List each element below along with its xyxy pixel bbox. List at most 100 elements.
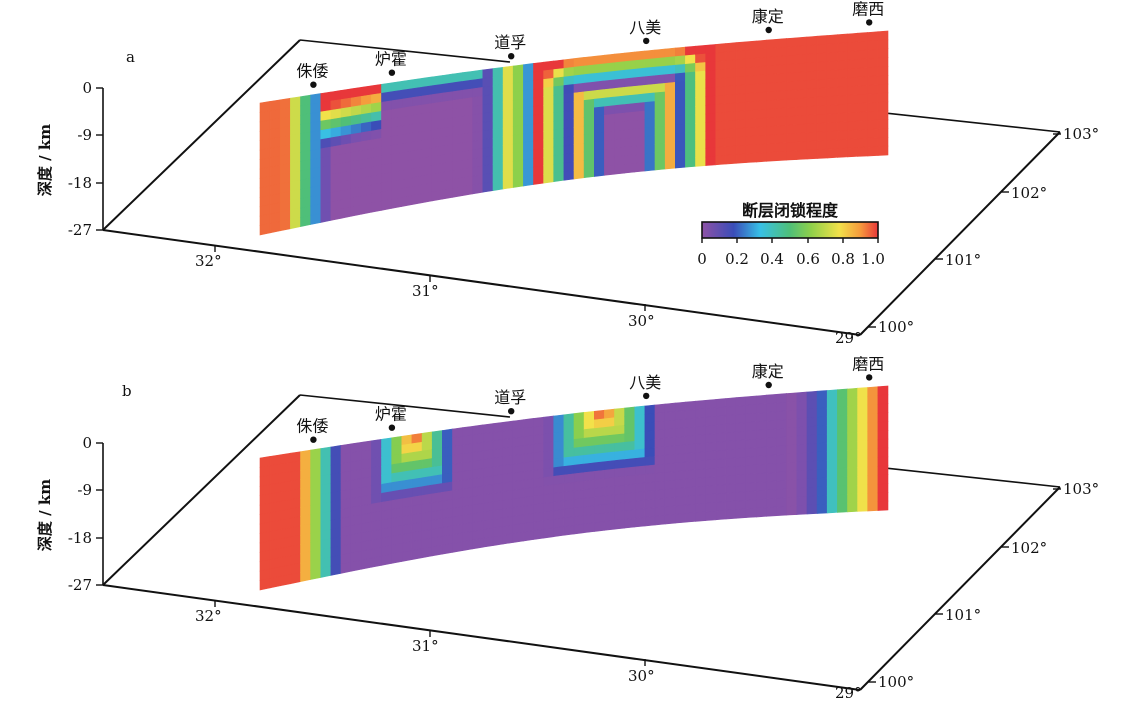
locking-cell: [816, 503, 828, 514]
locking-cell: [553, 414, 565, 425]
locking-cell: [634, 127, 646, 139]
locking-cell: [583, 90, 595, 101]
locking-cell: [634, 119, 646, 130]
locking-cell: [553, 136, 565, 148]
station-marker: [508, 408, 515, 415]
locking-cell: [816, 442, 828, 453]
locking-cell: [512, 445, 524, 457]
locking-cell: [837, 406, 848, 417]
locking-cell: [583, 73, 595, 84]
lat-tick-30: 30°: [628, 667, 655, 685]
locking-cell: [664, 462, 676, 473]
locking-cell: [340, 443, 352, 455]
locking-cell: [867, 501, 879, 512]
locking-cell: [877, 465, 889, 476]
locking-cell: [573, 108, 585, 120]
locking-cell: [644, 447, 656, 458]
locking-cell: [563, 439, 575, 450]
locking-cell: [573, 100, 585, 111]
locking-cell: [806, 478, 818, 489]
locking-cell: [320, 565, 332, 578]
locking-cell: [705, 459, 717, 470]
locking-cell: [857, 404, 869, 415]
locking-cell: [745, 101, 757, 112]
locking-cell: [766, 47, 777, 58]
locking-cell: [654, 134, 666, 145]
lon-tick-103: 103°: [1063, 480, 1099, 498]
locking-cell: [735, 101, 747, 112]
locking-cell: [512, 436, 524, 448]
locking-cell: [502, 481, 514, 493]
locking-cell: [654, 489, 666, 500]
locking-cell: [624, 458, 636, 469]
locking-cell: [816, 78, 828, 89]
locking-cell: [563, 135, 575, 147]
locking-cell: [614, 493, 625, 504]
locking-cell: [776, 142, 788, 153]
locking-cell: [745, 40, 757, 51]
locking-cell: [583, 133, 595, 144]
locking-cell: [614, 476, 625, 487]
locking-cell: [583, 445, 595, 456]
locking-cell: [664, 411, 676, 422]
locking-cell: [695, 451, 707, 462]
locking-cell: [816, 96, 828, 107]
locking-cell: [766, 419, 777, 431]
locking-cell: [877, 447, 889, 458]
locking-cell: [705, 44, 717, 55]
locking-cell: [634, 59, 646, 70]
locking-cell: [441, 437, 453, 449]
locking-cell: [452, 72, 463, 84]
locking-cell: [492, 421, 504, 433]
lat-tick-31: 31°: [412, 282, 439, 300]
locking-cell: [766, 64, 777, 76]
locking-cell: [877, 119, 889, 130]
locking-cell: [745, 421, 757, 432]
locking-cell: [847, 138, 858, 149]
locking-cell: [553, 431, 565, 443]
locking-cell: [664, 99, 676, 110]
locking-cell: [826, 104, 838, 115]
locking-cell: [806, 114, 818, 125]
locking-cell: [543, 441, 555, 453]
locking-cell: [837, 502, 848, 513]
locking-cell: [330, 208, 342, 221]
locking-cell: [583, 55, 595, 67]
locking-cell: [877, 438, 889, 449]
locking-cell: [502, 464, 514, 475]
locking-cell: [573, 117, 585, 128]
locking-cell: [624, 145, 636, 157]
locking-cell: [573, 489, 585, 500]
locking-cell: [543, 77, 555, 89]
locking-cell: [391, 552, 403, 564]
locking-cell: [685, 417, 696, 429]
locking-cell: [857, 111, 869, 122]
locking-cell: [745, 507, 757, 518]
locking-cell: [634, 508, 646, 519]
locking-cell: [857, 93, 869, 104]
locking-cell: [543, 501, 555, 513]
locking-cell: [553, 111, 565, 122]
locking-cell: [847, 440, 858, 451]
locking-cell: [755, 65, 767, 76]
locking-cell: [847, 41, 858, 52]
locking-cell: [573, 515, 585, 526]
locking-cell: [462, 539, 474, 551]
locking-cell: [563, 516, 575, 528]
locking-cell: [776, 151, 788, 162]
locking-cell: [725, 94, 737, 105]
locking-cell: [543, 415, 555, 427]
locking-cell: [583, 124, 595, 136]
locking-cell: [523, 435, 534, 447]
locking-cell: [604, 417, 615, 428]
locking-cell: [593, 487, 605, 498]
locking-cell: [695, 62, 707, 73]
locking-cell: [847, 475, 858, 486]
locking-cell: [877, 403, 889, 414]
locking-cell: [776, 90, 788, 101]
locking-cell: [664, 133, 676, 144]
locking-cell: [472, 538, 484, 550]
locking-cell: [695, 442, 707, 454]
panel-b-label: b: [122, 382, 132, 400]
